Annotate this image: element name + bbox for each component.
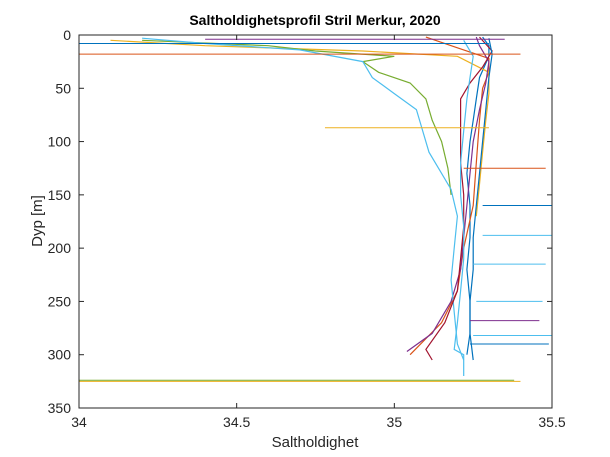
- x-axis-label: Saltholdighet: [272, 434, 360, 451]
- plot-area: [79, 35, 552, 408]
- series-line-7: [425, 36, 493, 361]
- x-axis: 34 34.5 35 35.5: [71, 35, 566, 430]
- series-line-5: [142, 39, 452, 195]
- y-tick-label: 100: [48, 134, 72, 150]
- plot-frame: [78, 34, 553, 409]
- y-tick-label: 0: [63, 27, 71, 43]
- series-line-6: [142, 37, 465, 361]
- y-tick-label: 150: [48, 187, 72, 203]
- y-tick-label: 250: [48, 293, 72, 309]
- series-line-4: [406, 36, 490, 352]
- x-tick-label: 34.5: [223, 414, 250, 430]
- y-tick-label: 350: [48, 400, 72, 416]
- y-tick-label: 200: [48, 240, 72, 256]
- y-tick-label: 50: [55, 80, 71, 96]
- series-line-9: [453, 39, 474, 376]
- series-layer: [110, 36, 493, 376]
- chart-title: Saltholdighetsprofil Stril Merkur, 2020: [189, 12, 440, 28]
- y-axis: 0 50 100 150 200 250 300 350: [48, 27, 552, 416]
- x-tick-label: 35.5: [538, 414, 565, 430]
- x-tick-label: 35: [387, 414, 403, 430]
- y-axis-label: Dyp [m]: [29, 195, 46, 247]
- x-tick-label: 34: [71, 414, 87, 430]
- y-tick-label: 300: [48, 347, 72, 363]
- spike-layer: [79, 38, 552, 382]
- series-line-8: [466, 38, 493, 355]
